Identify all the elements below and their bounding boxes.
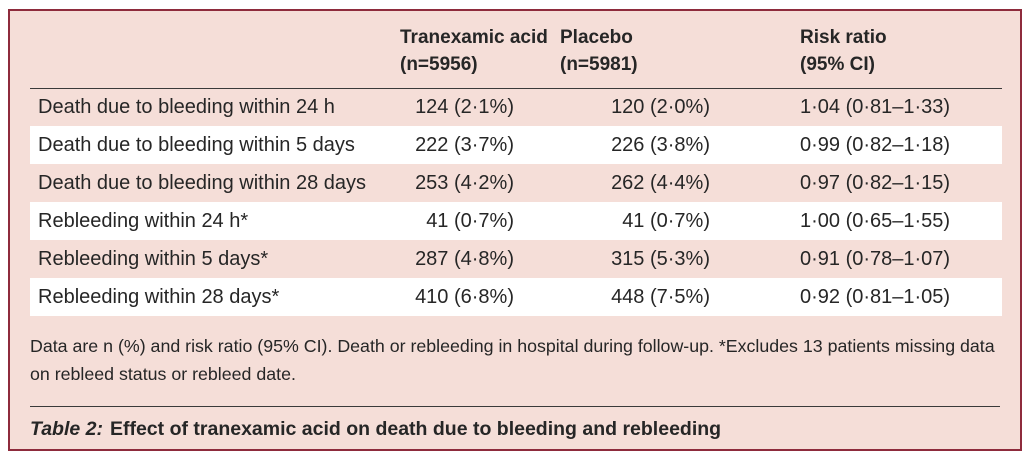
risk-ratio-value: 0·99 (0·82–1·18) (800, 133, 951, 156)
risk-ratio-header-line1: Risk ratio (800, 27, 887, 48)
placebo-value: 226 (3·8%) (611, 133, 710, 156)
table-row: Death due to bleeding within 28 days 253… (30, 164, 1002, 202)
placebo-value: 120 (2·0%) (611, 95, 710, 118)
row-label: Death due to bleeding within 28 days (38, 171, 367, 194)
tranexamic-value: 222 (3·7%) (415, 133, 514, 156)
risk-ratio-header-line2: (95% CI) (800, 54, 875, 75)
tranexamic-value: 253 (4·2%) (415, 171, 514, 194)
table-caption-number: Table 2: (30, 418, 103, 440)
table-caption-title: Effect of tranexamic acid on death due t… (109, 418, 722, 440)
row-label: Death due to bleeding within 24 h (38, 95, 335, 118)
tranexamic-header-line2: (n=5956) (400, 54, 478, 75)
tranexamic-value: 287 (4·8%) (415, 247, 514, 270)
column-header-tranexamic: Tranexamic acid (n=5956) (400, 11, 560, 89)
column-header-risk-ratio: Risk ratio (95% CI) (800, 11, 1002, 89)
placebo-header-line1: Placebo (560, 27, 633, 48)
risk-ratio-value: 0·91 (0·78–1·07) (800, 247, 951, 270)
table-caption: Table 2: Effect of tranexamic acid on dea… (30, 406, 1000, 441)
placebo-header-line2: (n=5981) (560, 54, 638, 75)
table-row: Rebleeding within 5 days* 287 (4·8%) 315… (30, 240, 1002, 278)
tranexamic-value: 124 (2·1%) (415, 95, 514, 118)
placebo-value: 448 (7·5%) (611, 285, 710, 308)
tranexamic-header-line1: Tranexamic acid (400, 27, 548, 48)
risk-ratio-value: 1·04 (0·81–1·33) (800, 95, 951, 118)
table-row: Death due to bleeding within 5 days 222 … (30, 126, 1002, 164)
column-header-placebo: Placebo (n=5981) (560, 11, 800, 89)
placebo-value: 41 (0·7%) (622, 209, 710, 232)
table-row: Rebleeding within 24 h* 41 (0·7%) 41 (0·… (30, 202, 1002, 240)
placebo-value: 315 (5·3%) (611, 247, 710, 270)
table-row: Death due to bleeding within 24 h 124 (2… (30, 88, 1002, 126)
table-header-row: Tranexamic acid (n=5956) Placebo (n=5981… (30, 11, 1002, 89)
risk-ratio-value: 0·97 (0·82–1·15) (800, 171, 951, 194)
table2-card: Tranexamic acid (n=5956) Placebo (n=5981… (8, 9, 1022, 451)
column-header-empty (30, 11, 400, 89)
outcomes-table: Tranexamic acid (n=5956) Placebo (n=5981… (30, 11, 1002, 316)
tranexamic-value: 41 (0·7%) (426, 209, 514, 232)
risk-ratio-value: 1·00 (0·65–1·55) (800, 209, 951, 232)
row-label: Rebleeding within 28 days* (38, 285, 280, 308)
row-label: Rebleeding within 24 h* (38, 209, 249, 232)
placebo-value: 262 (4·4%) (611, 171, 710, 194)
table-footnote: Data are n (%) and risk ratio (95% CI). … (30, 336, 995, 384)
risk-ratio-value: 0·92 (0·81–1·05) (800, 285, 951, 308)
row-label: Rebleeding within 5 days* (38, 247, 269, 270)
row-label: Death due to bleeding within 5 days (38, 133, 355, 156)
table-row: Rebleeding within 28 days* 410 (6·8%) 44… (30, 278, 1002, 316)
tranexamic-value: 410 (6·8%) (415, 285, 514, 308)
